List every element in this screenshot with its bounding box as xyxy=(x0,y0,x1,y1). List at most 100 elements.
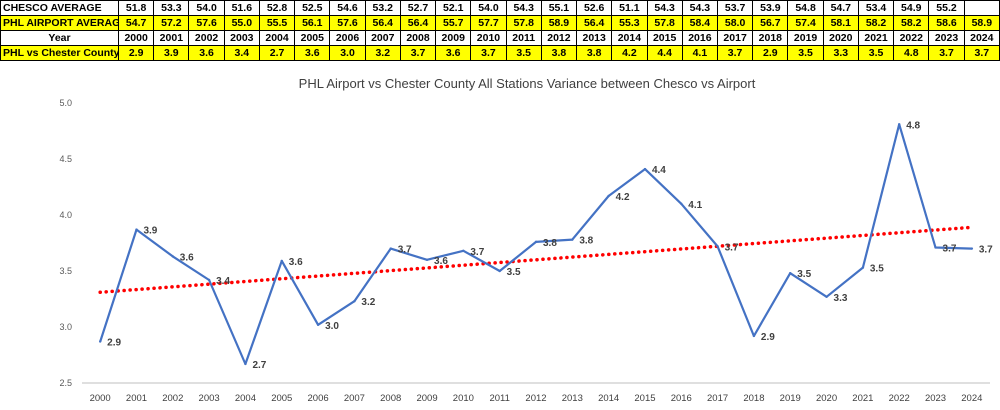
table-cell: 55.2 xyxy=(928,0,965,16)
table-cell: 56.4 xyxy=(576,15,613,31)
data-point xyxy=(898,123,901,126)
data-point xyxy=(389,247,392,250)
table-cell: 2021 xyxy=(857,30,895,46)
table-cell: 57.8 xyxy=(646,15,683,31)
x-tick-label: 2023 xyxy=(925,393,946,404)
data-point xyxy=(244,362,247,366)
table-cell: 58.9 xyxy=(963,15,1000,31)
table-cell: 57.6 xyxy=(188,15,225,31)
table-cell: 58.9 xyxy=(540,15,578,31)
table-cell: 52.6 xyxy=(576,0,613,16)
data-label: 3.7 xyxy=(943,243,957,254)
data-label: 3.6 xyxy=(289,257,303,268)
data-label: 4.1 xyxy=(688,200,702,211)
data-label: 3.3 xyxy=(834,293,848,304)
table-cell: 2018 xyxy=(752,30,789,46)
table-cell: 4.8 xyxy=(893,45,930,61)
table-cell: 51.1 xyxy=(611,0,648,16)
table-cell: 54.6 xyxy=(329,0,366,16)
x-tick-label: 2014 xyxy=(598,393,619,404)
data-point xyxy=(716,245,719,248)
table-cell: 54.7 xyxy=(822,0,859,16)
x-tick-label: 2006 xyxy=(308,393,329,404)
table-cell: 2.7 xyxy=(258,45,296,61)
line-chart: PHL Airport vs Chester County All Statio… xyxy=(59,76,993,404)
x-tick-label: 2017 xyxy=(707,393,728,404)
data-label: 3.5 xyxy=(870,264,884,275)
table-cell: 56.4 xyxy=(364,15,401,31)
table-cell: 55.5 xyxy=(258,15,296,31)
table-cell: 2012 xyxy=(540,30,578,46)
x-tick-label: 2015 xyxy=(634,393,655,404)
data-label: 2.9 xyxy=(107,338,121,349)
table-cell: 55.0 xyxy=(223,15,260,31)
y-tick-label: 5.0 xyxy=(59,98,72,108)
data-point xyxy=(643,167,647,171)
table-cell: 53.7 xyxy=(716,0,754,16)
table-cell: 56.7 xyxy=(752,15,789,31)
table-cell: 58.6 xyxy=(928,15,965,31)
x-tick-label: 2011 xyxy=(489,393,509,404)
table-cell: 2010 xyxy=(470,30,507,46)
data-point xyxy=(462,249,465,253)
table-cell: 56.4 xyxy=(399,15,437,31)
data-point xyxy=(752,334,756,338)
chesco-average-row: CHESCO AVERAGE 51.8 53.3 54.0 51.6 52.8 52.5 54… xyxy=(0,0,1000,16)
data-label: 3.6 xyxy=(434,256,448,267)
data-label: 3.7 xyxy=(470,247,484,258)
table-cell: 54.3 xyxy=(681,0,718,16)
data-label: 2.9 xyxy=(761,332,775,343)
table-cell: 56.1 xyxy=(294,15,331,31)
table-cell: 57.6 xyxy=(329,15,366,31)
x-tick-label: 2020 xyxy=(816,393,837,404)
table-cell: 57.8 xyxy=(505,15,542,31)
table-cell: 53.4 xyxy=(857,0,895,16)
table-cell: 2.9 xyxy=(752,45,789,61)
table-cell: 54.9 xyxy=(893,0,930,16)
x-tick-label: 2001 xyxy=(126,393,147,404)
table-cell: 2015 xyxy=(646,30,683,46)
x-tick-label: 2019 xyxy=(780,393,801,404)
row-label: PHL AIRPORT AVERAGE xyxy=(0,15,119,31)
data-label: 3.5 xyxy=(507,267,521,278)
table-cell: 2008 xyxy=(399,30,437,46)
year-row: Year 2000 2001 2002 2003 2004 2005 2006 2007 2008… xyxy=(0,30,1000,46)
x-tick-label: 2010 xyxy=(453,393,474,404)
table-cell: 57.7 xyxy=(470,15,507,31)
table-cell: 3.7 xyxy=(928,45,965,61)
x-tick-label: 2003 xyxy=(199,393,220,404)
table-cell: 58.0 xyxy=(716,15,754,31)
table-cell: 55.3 xyxy=(611,15,648,31)
data-label: 3.6 xyxy=(180,252,194,263)
table-cell: 54.3 xyxy=(646,0,683,16)
table-cell: 55.7 xyxy=(435,15,472,31)
data-label: 4.2 xyxy=(616,192,630,203)
table-cell: 55.1 xyxy=(540,0,578,16)
table-cell: 2000 xyxy=(117,30,155,46)
table-cell: 2013 xyxy=(576,30,613,46)
data-point xyxy=(970,247,974,250)
table-cell xyxy=(963,0,1000,16)
table-cell: 2001 xyxy=(153,30,190,46)
data-point xyxy=(934,246,937,249)
table-cell: 3.5 xyxy=(787,45,824,61)
data-point xyxy=(171,255,174,258)
data-point xyxy=(207,278,211,282)
data-point xyxy=(98,340,102,343)
data-point xyxy=(789,272,792,275)
table-cell: 52.7 xyxy=(399,0,437,16)
data-point xyxy=(861,266,865,269)
x-tick-label: 2013 xyxy=(562,393,583,404)
data-label: 3.9 xyxy=(143,226,157,237)
table-cell: 3.6 xyxy=(188,45,225,61)
table-cell: 2024 xyxy=(963,30,1000,46)
table-cell: 3.8 xyxy=(540,45,578,61)
table-cell: 53.3 xyxy=(153,0,190,16)
table-cell: 2006 xyxy=(329,30,366,46)
data-point xyxy=(680,202,683,205)
data-label: 4.8 xyxy=(906,120,920,131)
data-point xyxy=(534,240,538,244)
row-label: Year xyxy=(0,30,119,46)
table-cell: 4.1 xyxy=(681,45,718,61)
table-cell: 2017 xyxy=(716,30,754,46)
